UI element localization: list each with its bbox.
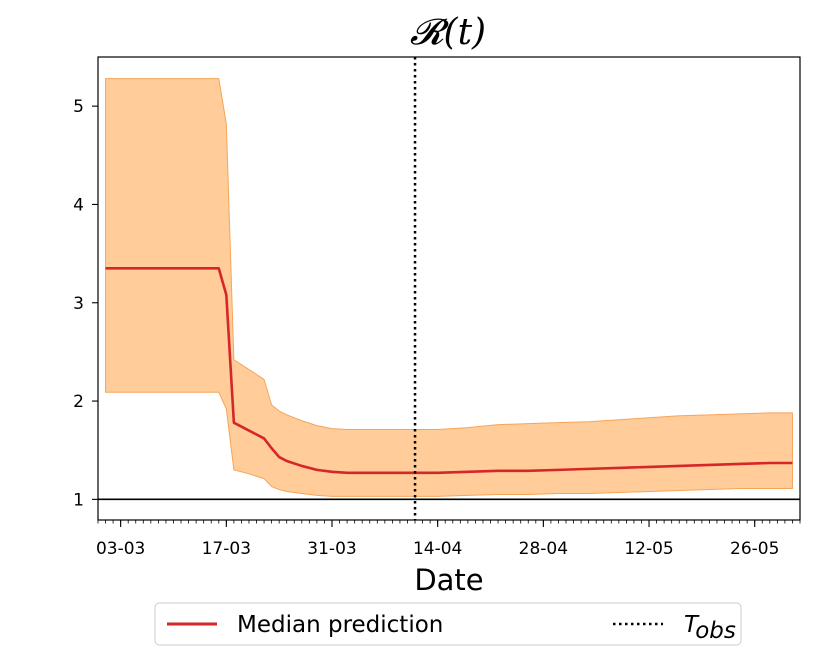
- plot-frame: [97, 56, 801, 521]
- x-tick-label: 31-03: [307, 539, 356, 559]
- chart-title: 𝓡(t): [410, 12, 486, 53]
- legend-frame: [154, 602, 742, 646]
- x-tick-label: 12-05: [624, 539, 673, 559]
- plot-clip-group: [98, 57, 800, 520]
- y-tick-label: 3: [73, 294, 84, 314]
- median-prediction-line: [105, 267, 793, 475]
- legend-tobs-label: Tobs: [684, 612, 736, 644]
- x-tick-label: 28-04: [519, 539, 568, 559]
- y-tick-label: 2: [73, 392, 84, 412]
- x-axis-label: Date: [414, 563, 483, 597]
- plot-area: 1 2 3 4 5 03-03 17-03 31-03 14-04 28-04 12-05 26-05: [73, 56, 801, 559]
- y-tick-label: 5: [73, 97, 84, 117]
- legend: Median prediction Tobs: [154, 602, 742, 646]
- x-tick-label: 17-03: [202, 539, 251, 559]
- y-tick-label: 4: [73, 195, 84, 215]
- x-tick-label: 14-04: [413, 539, 462, 559]
- x-tick-label: 03-03: [96, 539, 145, 559]
- x-tick-label: 26-05: [730, 539, 779, 559]
- prediction-interval-band: [105, 78, 793, 497]
- legend-median-label: Median prediction: [237, 612, 443, 638]
- y-tick-label: 1: [73, 490, 84, 510]
